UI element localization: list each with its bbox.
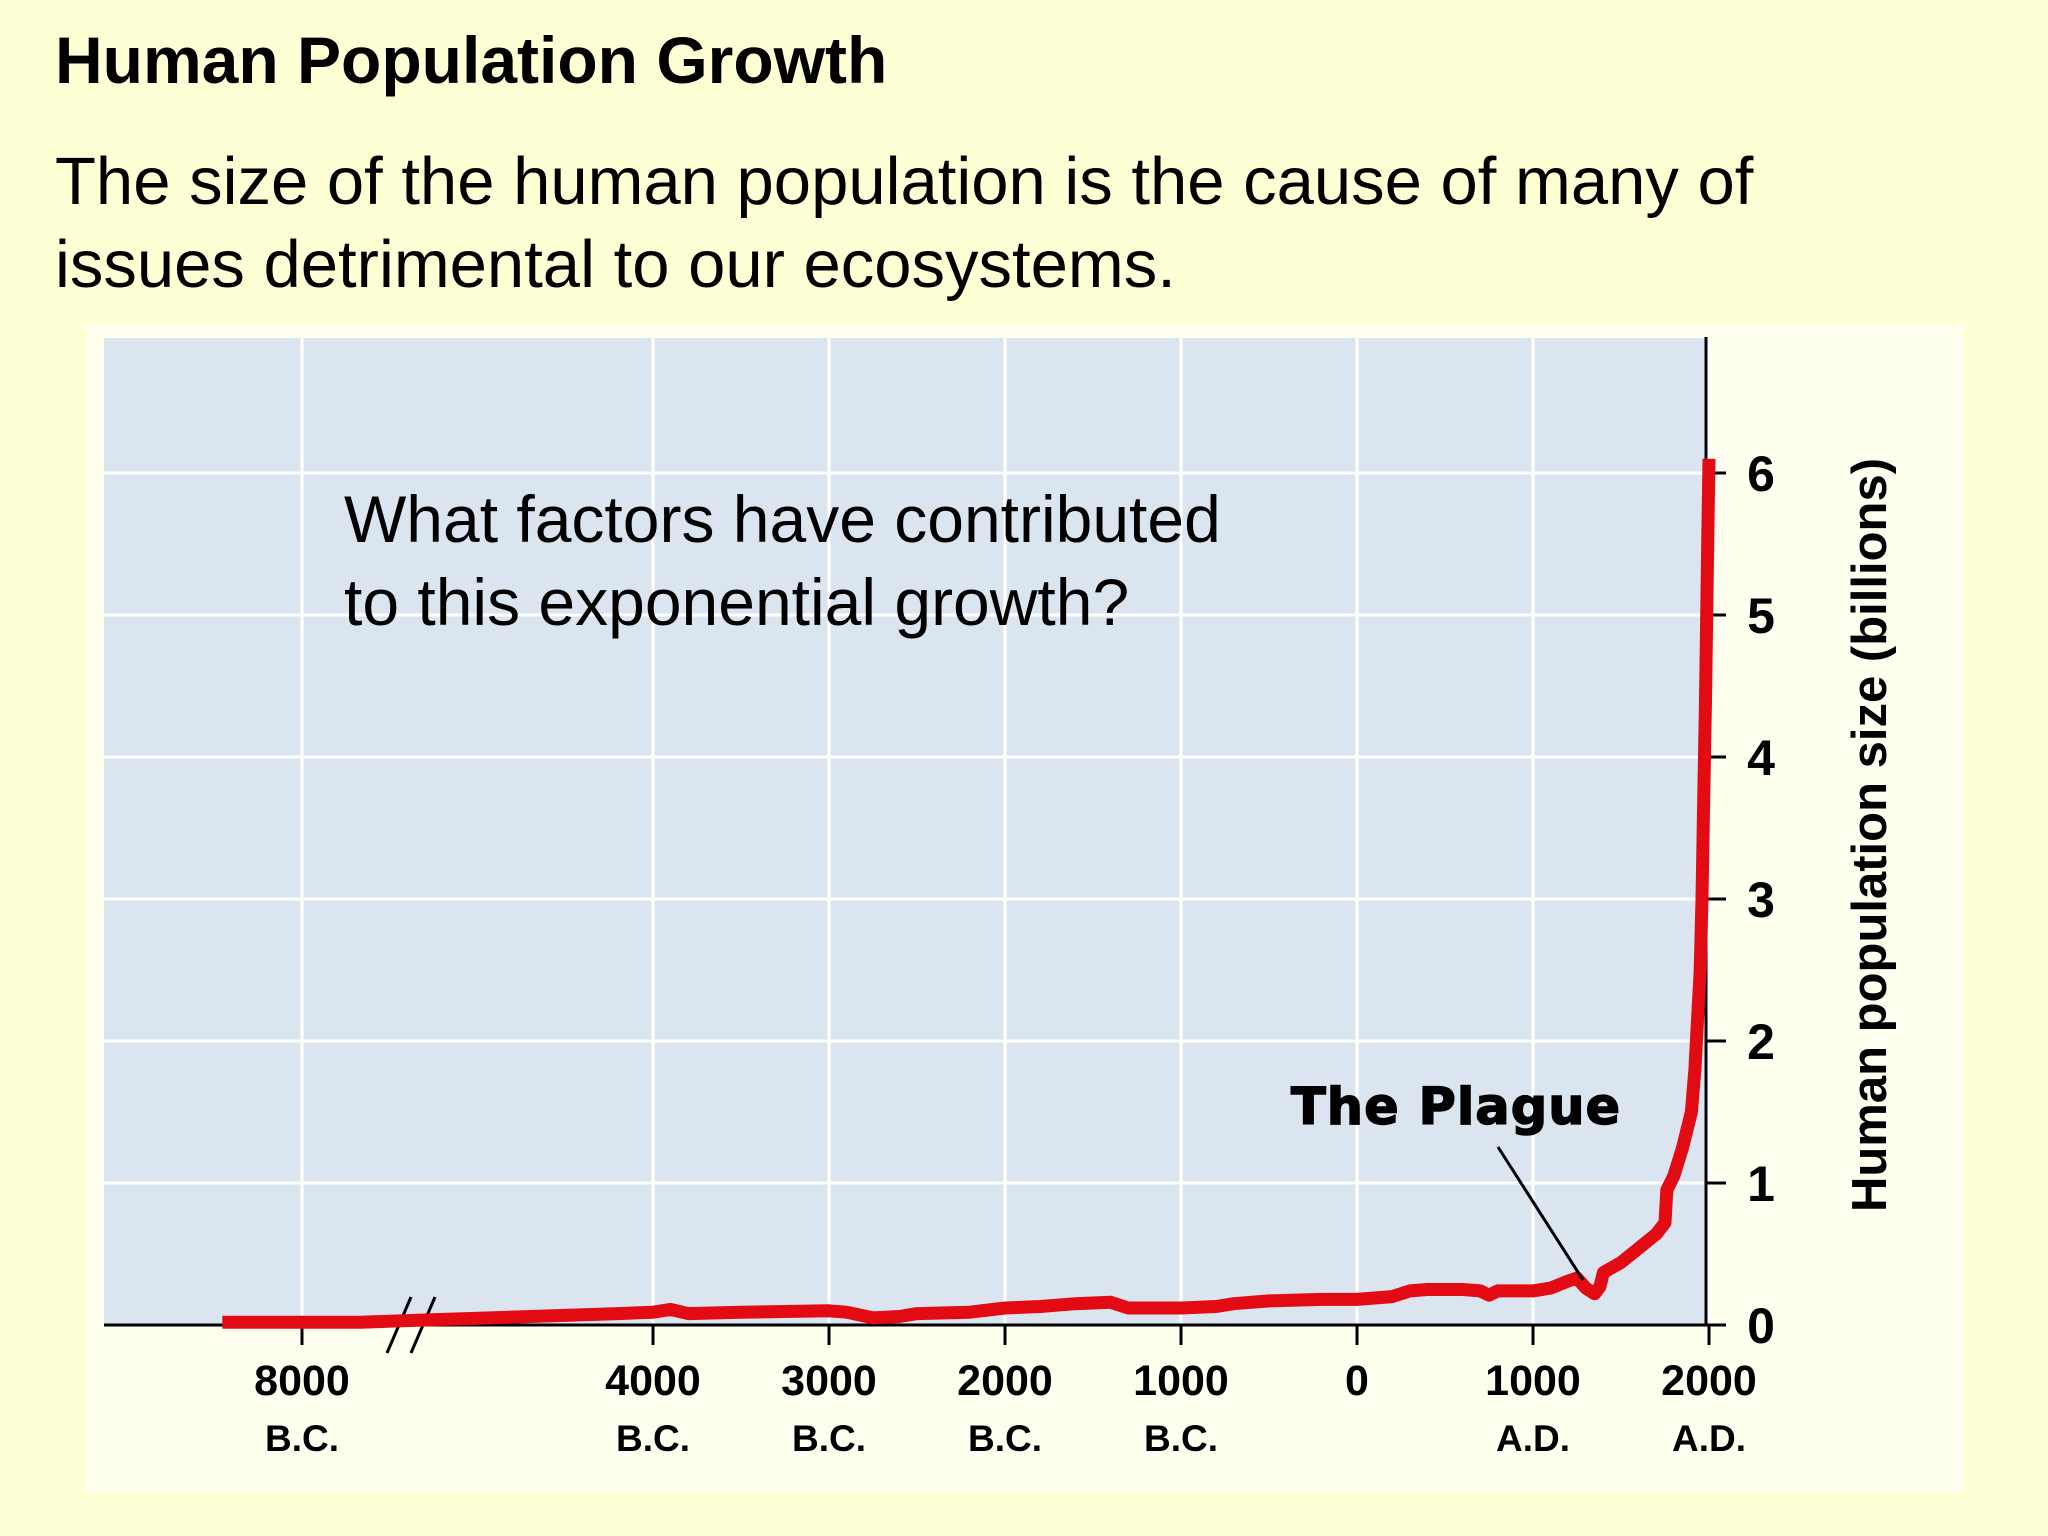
chart-question-annotation: What factors have contributed to this ex… <box>344 478 1221 644</box>
y-axis-ticks: 0 1 2 3 4 5 6 <box>1706 446 1775 1354</box>
x-tick-label: 0 <box>1345 1357 1369 1405</box>
population-chart: 0 1 2 3 4 5 6 8000 B.C. 4000 B.C. 3000 B.C. 2000 B.C.… <box>104 337 1897 1459</box>
x-tick-era-label: B.C. <box>968 1418 1042 1459</box>
x-tick-label: 1000 <box>1485 1357 1581 1405</box>
y-tick-label: 1 <box>1747 1156 1775 1212</box>
population-series-line <box>222 458 1716 1329</box>
x-tick-label: 1000 <box>1133 1357 1229 1405</box>
chart-frame: 0 1 2 3 4 5 6 8000 B.C. 4000 B.C. 3000 B.C. 2000 B.C.… <box>86 325 1963 1492</box>
x-tick-label: 2000 <box>957 1357 1053 1405</box>
body-line-2: issues detrimental to our ecosystems. <box>55 227 1176 302</box>
plot-background <box>104 338 1706 1325</box>
y-tick-label: 4 <box>1747 730 1775 786</box>
plague-annotation: The Plague <box>1291 1078 1621 1137</box>
y-tick-label: 2 <box>1747 1014 1775 1070</box>
x-tick-era-label: B.C. <box>1144 1418 1218 1459</box>
x-tick-label: 2000 <box>1661 1357 1757 1405</box>
y-axis-label: Human population size (billions) <box>1843 458 1897 1212</box>
plague-pointer-line <box>1496 1146 1585 1281</box>
x-tick-era-label: A.D. <box>1496 1418 1570 1459</box>
question-line-2: to this exponential growth? <box>344 565 1130 639</box>
x-tick-era-label: B.C. <box>265 1418 339 1459</box>
y-tick-label: 5 <box>1747 588 1775 644</box>
slide-body-text: The size of the human population is the … <box>55 140 1955 306</box>
body-line-1: The size of the human population is the … <box>55 144 1754 219</box>
x-tick-era-label: B.C. <box>616 1418 690 1459</box>
y-tick-label: 6 <box>1747 446 1775 502</box>
x-tick-label: 4000 <box>605 1357 701 1405</box>
x-axis-ticks: 8000 B.C. 4000 B.C. 3000 B.C. 2000 B.C. 1000 B.C.… <box>254 1325 1757 1459</box>
x-tick-label: 3000 <box>781 1357 877 1405</box>
y-tick-label: 0 <box>1747 1298 1775 1354</box>
slide-title: Human Population Growth <box>55 23 888 97</box>
x-tick-era-label: A.D. <box>1672 1418 1746 1459</box>
y-tick-label: 3 <box>1747 872 1775 928</box>
question-line-1: What factors have contributed <box>344 482 1221 556</box>
x-tick-label: 8000 <box>254 1357 350 1405</box>
x-tick-era-label: B.C. <box>792 1418 866 1459</box>
